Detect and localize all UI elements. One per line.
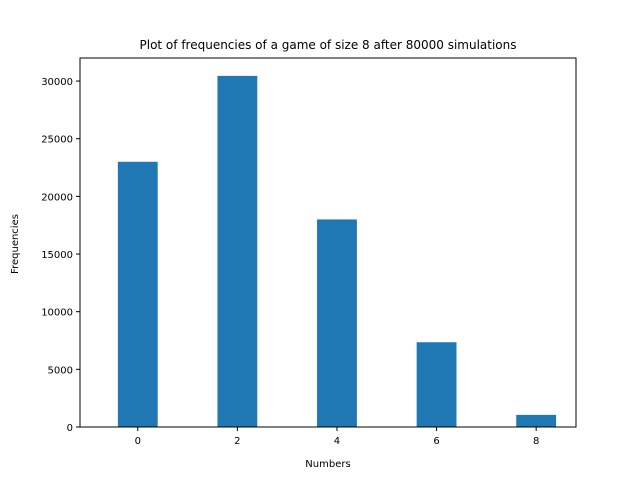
y-tick-label: 5000 bbox=[48, 365, 73, 376]
x-tick-label: 2 bbox=[234, 436, 240, 447]
chart-title: Plot of frequencies of a game of size 8 … bbox=[140, 38, 517, 52]
plot-area: 0 2 4 6 8 0 5000 10000 15000 20000 25000 30000 bbox=[41, 75, 557, 447]
bar bbox=[217, 75, 258, 428]
x-tick-label: 6 bbox=[433, 436, 439, 447]
x-tick-label: 8 bbox=[533, 436, 539, 447]
y-tick-label: 10000 bbox=[41, 308, 73, 319]
x-tick-label: 4 bbox=[334, 436, 340, 447]
x-axis-label: Numbers bbox=[305, 459, 350, 470]
bar bbox=[117, 161, 158, 427]
bar bbox=[516, 414, 557, 427]
y-tick-label: 25000 bbox=[41, 135, 73, 146]
bar bbox=[416, 342, 457, 427]
y-tick-label: 15000 bbox=[41, 250, 73, 261]
plot-frame bbox=[79, 57, 577, 428]
y-axis-label: Frequencies bbox=[10, 214, 21, 274]
y-tick-label: 20000 bbox=[41, 192, 73, 203]
y-tick-label: 0 bbox=[67, 423, 73, 434]
bar bbox=[317, 219, 357, 427]
y-tick-label: 30000 bbox=[41, 77, 73, 88]
x-tick-label: 0 bbox=[135, 436, 141, 447]
